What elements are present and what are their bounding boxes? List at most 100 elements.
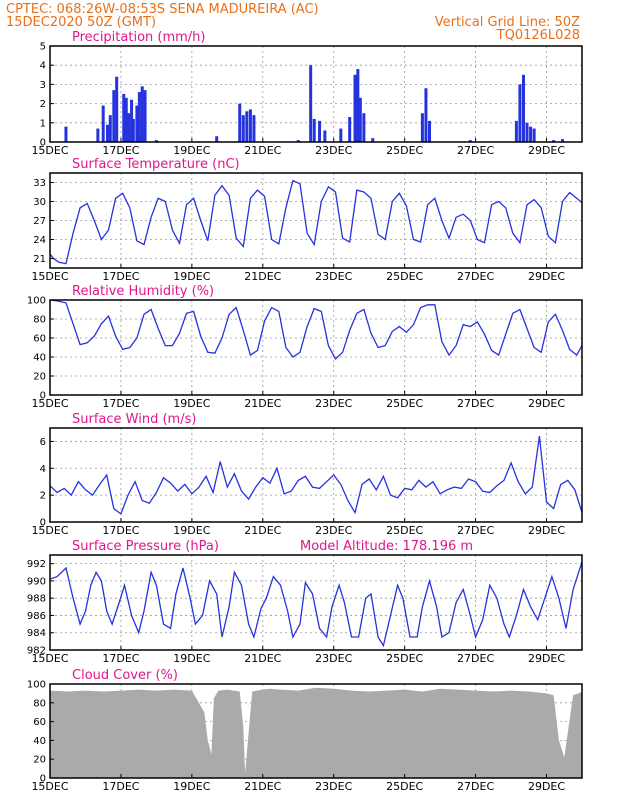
y-tick-label: 2	[40, 99, 46, 110]
x-tick-label: 23DEC	[315, 780, 352, 793]
precip-bar	[354, 75, 357, 142]
precip-bar	[141, 86, 144, 142]
panel-0: 0 1 2 3 4 5 15DEC 17DEC 19DEC 21DEC 23DEC 25DEC 27DE…	[31, 30, 582, 157]
x-tick-label: 17DEC	[102, 524, 139, 537]
y-tick-label: 6	[40, 437, 46, 448]
y-tick-label: 30	[33, 197, 46, 208]
x-tick-label: 21DEC	[244, 270, 281, 283]
x-tick-label: 25DEC	[386, 524, 423, 537]
precip-bar	[526, 123, 529, 142]
precip-bar	[348, 117, 351, 142]
y-tick-label: 80	[33, 315, 46, 326]
y-tick-label: 40	[33, 353, 46, 364]
panel-frame	[50, 555, 582, 650]
precip-bar	[323, 130, 326, 142]
x-tick-label: 25DEC	[386, 652, 423, 665]
precip-bar	[309, 65, 312, 142]
y-tick-label: 20	[33, 372, 46, 383]
precip-bar	[421, 113, 424, 142]
y-tick-label: 33	[33, 178, 46, 189]
panel-title: Precipitation (mm/h)	[72, 30, 205, 45]
panel-1: 21 24 27 30 33 15DEC 17DEC 19DEC 21DEC 23DEC 25DEC…	[31, 157, 582, 283]
x-tick-label: 23DEC	[315, 270, 352, 283]
precip-bar	[252, 115, 255, 142]
panel-3: 024615DEC 17DEC 19DEC 21DEC 23DEC 25DEC 27DEC 2…	[31, 412, 582, 537]
x-tick-label: 29DEC	[528, 144, 565, 157]
y-tick-label: 992	[27, 559, 46, 570]
precip-bar	[64, 127, 67, 142]
precip-bar	[242, 115, 245, 142]
panel-5: 02040608010015DEC 17DEC 19DEC 21DEC 23DEC 25D…	[27, 668, 582, 793]
precip-bar	[529, 127, 532, 142]
y-tick-label: 21	[33, 254, 46, 265]
header-right-line2: TQ0126L028	[496, 28, 580, 43]
x-tick-label: 29DEC	[528, 397, 565, 410]
x-tick-label: 19DEC	[173, 652, 210, 665]
x-tick-label: 15DEC	[31, 270, 68, 283]
series-line	[50, 181, 582, 264]
precip-bar	[102, 106, 105, 142]
series-line	[50, 562, 582, 646]
x-tick-label: 15DEC	[31, 524, 68, 537]
x-tick-label: 23DEC	[315, 144, 352, 157]
x-tick-label: 21DEC	[244, 780, 281, 793]
y-tick-label: 3	[40, 80, 46, 91]
y-tick-label: 24	[33, 235, 46, 246]
y-tick-label: 4	[40, 464, 46, 475]
series-line	[50, 300, 582, 359]
y-tick-label: 990	[27, 576, 46, 587]
panel-annotation: Model Altitude: 178.196 m	[300, 539, 473, 554]
x-tick-label: 17DEC	[102, 652, 139, 665]
precip-bar	[515, 121, 518, 142]
x-tick-label: 17DEC	[102, 270, 139, 283]
panel-title: Relative Humidity (%)	[72, 284, 214, 299]
x-tick-label: 19DEC	[173, 524, 210, 537]
x-tick-label: 15DEC	[31, 780, 68, 793]
y-tick-label: 984	[27, 628, 46, 639]
y-tick-label: 80	[33, 698, 46, 709]
precip-bar	[127, 113, 130, 142]
precip-bar	[339, 129, 342, 142]
x-tick-label: 19DEC	[173, 397, 210, 410]
x-tick-label: 25DEC	[386, 780, 423, 793]
precip-bar	[96, 129, 99, 142]
x-tick-label: 21DEC	[244, 652, 281, 665]
precip-bar	[109, 115, 112, 142]
x-tick-label: 23DEC	[315, 652, 352, 665]
precip-bar	[138, 92, 141, 142]
x-tick-label: 27DEC	[457, 144, 494, 157]
x-tick-label: 29DEC	[528, 524, 565, 537]
precip-bar	[215, 136, 218, 142]
precip-bar	[359, 98, 362, 142]
y-tick-label: 988	[27, 594, 46, 605]
precip-bar	[106, 125, 109, 142]
x-tick-label: 29DEC	[528, 780, 565, 793]
precip-bar	[522, 75, 525, 142]
x-tick-label: 15DEC	[31, 144, 68, 157]
precip-bar	[249, 109, 252, 142]
y-tick-label: 1	[40, 118, 46, 129]
x-tick-label: 21DEC	[244, 144, 281, 157]
precip-bar	[428, 121, 431, 142]
y-tick-label: 100	[27, 296, 46, 307]
x-tick-label: 25DEC	[386, 144, 423, 157]
precip-bar	[424, 88, 427, 142]
y-tick-label: 100	[27, 680, 46, 691]
x-tick-label: 27DEC	[457, 652, 494, 665]
header-left-line2: 15DEC2020 50Z (GMT)	[6, 15, 156, 30]
panel-title: Cloud Cover (%)	[72, 668, 178, 683]
x-tick-label: 19DEC	[173, 780, 210, 793]
meteogram-chart: CPTEC: 068:26W-08:53S SENA MADUREIRA (AC…	[0, 0, 618, 800]
x-tick-label: 25DEC	[386, 270, 423, 283]
x-tick-label: 21DEC	[244, 524, 281, 537]
precip-bar	[245, 111, 248, 142]
panel-frame	[50, 428, 582, 522]
panel-4: 982 984 986 988 990 992 15DEC 17DEC 19DEC 21DEC 23…	[27, 539, 582, 665]
y-tick-label: 2	[40, 491, 46, 502]
panel-title: Surface Temperature (nC)	[72, 157, 240, 172]
cloud-area	[50, 688, 582, 778]
y-tick-label: 27	[33, 216, 46, 227]
x-tick-label: 15DEC	[31, 652, 68, 665]
y-tick-label: 986	[27, 611, 46, 622]
x-tick-label: 27DEC	[457, 524, 494, 537]
